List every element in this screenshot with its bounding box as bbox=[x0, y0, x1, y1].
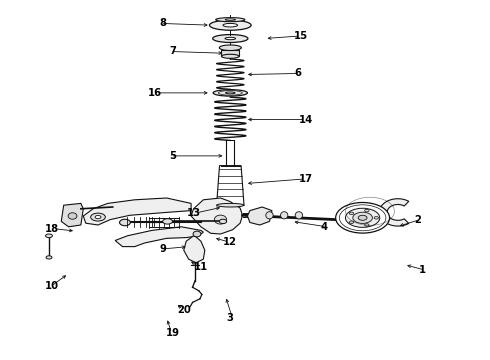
Polygon shape bbox=[247, 207, 272, 225]
Ellipse shape bbox=[353, 212, 372, 223]
Text: 4: 4 bbox=[321, 222, 328, 232]
Ellipse shape bbox=[210, 20, 251, 30]
Ellipse shape bbox=[349, 212, 354, 215]
Text: 7: 7 bbox=[170, 46, 176, 57]
Ellipse shape bbox=[221, 54, 239, 58]
Polygon shape bbox=[221, 50, 239, 56]
Text: 8: 8 bbox=[160, 18, 167, 28]
Ellipse shape bbox=[345, 208, 380, 228]
Polygon shape bbox=[115, 227, 203, 247]
Ellipse shape bbox=[266, 212, 273, 219]
Polygon shape bbox=[184, 236, 205, 263]
Polygon shape bbox=[191, 198, 243, 234]
Ellipse shape bbox=[374, 217, 379, 219]
Text: 10: 10 bbox=[45, 281, 59, 291]
Polygon shape bbox=[379, 199, 409, 226]
Ellipse shape bbox=[225, 19, 236, 21]
Ellipse shape bbox=[358, 215, 367, 220]
Text: 11: 11 bbox=[194, 262, 208, 272]
Text: 5: 5 bbox=[170, 151, 176, 161]
Text: 20: 20 bbox=[177, 305, 191, 315]
Text: 13: 13 bbox=[187, 208, 201, 218]
Ellipse shape bbox=[225, 37, 236, 40]
Ellipse shape bbox=[295, 212, 303, 219]
Ellipse shape bbox=[91, 213, 105, 221]
Ellipse shape bbox=[46, 256, 52, 259]
Text: 14: 14 bbox=[299, 114, 313, 125]
Ellipse shape bbox=[214, 215, 226, 224]
Ellipse shape bbox=[336, 202, 390, 233]
Ellipse shape bbox=[365, 224, 369, 226]
Ellipse shape bbox=[163, 219, 172, 224]
Ellipse shape bbox=[349, 221, 354, 224]
Text: 12: 12 bbox=[223, 237, 237, 247]
Ellipse shape bbox=[219, 219, 226, 224]
Text: 9: 9 bbox=[160, 244, 167, 254]
Text: 3: 3 bbox=[226, 312, 233, 323]
Ellipse shape bbox=[120, 219, 130, 226]
Text: 17: 17 bbox=[299, 174, 313, 184]
Polygon shape bbox=[217, 166, 244, 205]
Ellipse shape bbox=[68, 213, 77, 219]
Ellipse shape bbox=[219, 45, 241, 50]
Ellipse shape bbox=[339, 205, 386, 231]
Ellipse shape bbox=[365, 210, 369, 212]
Ellipse shape bbox=[213, 90, 247, 96]
Ellipse shape bbox=[217, 203, 244, 207]
Ellipse shape bbox=[280, 212, 288, 219]
Text: 15: 15 bbox=[294, 31, 308, 41]
Ellipse shape bbox=[225, 92, 235, 94]
Text: 2: 2 bbox=[414, 215, 421, 225]
Text: 6: 6 bbox=[294, 68, 301, 78]
Polygon shape bbox=[61, 203, 83, 227]
Text: 19: 19 bbox=[166, 328, 180, 338]
Polygon shape bbox=[83, 198, 191, 225]
Ellipse shape bbox=[46, 234, 52, 238]
Ellipse shape bbox=[95, 215, 101, 219]
Text: 1: 1 bbox=[419, 265, 426, 275]
Ellipse shape bbox=[223, 23, 238, 27]
Text: 16: 16 bbox=[147, 88, 162, 98]
Ellipse shape bbox=[193, 231, 201, 237]
Ellipse shape bbox=[213, 35, 248, 42]
Text: 18: 18 bbox=[45, 224, 59, 234]
Ellipse shape bbox=[216, 18, 245, 22]
